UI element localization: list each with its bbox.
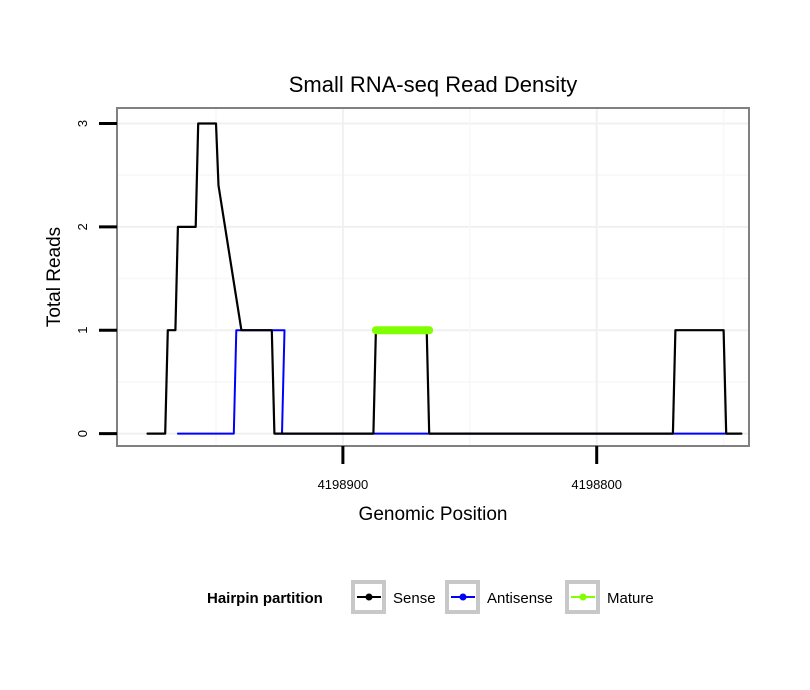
legend-label-antisense: Antisense xyxy=(487,590,553,607)
plot-border xyxy=(116,107,750,447)
tick-layer: 0 1 2 3 4198900 4198800 xyxy=(75,120,622,492)
legend-dot-antisense xyxy=(459,593,467,601)
y-tick-label-3: 3 xyxy=(75,120,90,127)
legend-dot-mature xyxy=(579,593,587,601)
legend-key-antisense xyxy=(445,580,480,614)
y-tick-label-0: 0 xyxy=(75,430,90,437)
x-tick-label-4198900: 4198900 xyxy=(318,477,369,492)
y-axis-title: Total Reads xyxy=(44,227,65,327)
chart-title: Small RNA-seq Read Density xyxy=(289,72,578,97)
legend-key-mature xyxy=(565,580,600,614)
legend-item-sense: Sense xyxy=(351,580,436,614)
legend-dot-sense xyxy=(365,593,373,601)
legend: Hairpin partition Sense Antisense Mature xyxy=(207,580,654,614)
legend-key-sense xyxy=(351,580,386,614)
legend-item-mature: Mature xyxy=(565,580,654,614)
grid xyxy=(117,108,749,446)
x-axis-title: Genomic Position xyxy=(359,504,508,525)
y-tick-label-1: 1 xyxy=(75,327,90,334)
series-layer xyxy=(146,122,743,435)
legend-label-mature: Mature xyxy=(607,590,654,607)
series-sense-line xyxy=(146,122,743,435)
x-tick-label-4198800: 4198800 xyxy=(571,477,622,492)
legend-title: Hairpin partition xyxy=(207,590,323,607)
legend-item-antisense: Antisense xyxy=(445,580,553,614)
legend-label-sense: Sense xyxy=(393,590,436,607)
y-tick-label-2: 2 xyxy=(75,223,90,230)
